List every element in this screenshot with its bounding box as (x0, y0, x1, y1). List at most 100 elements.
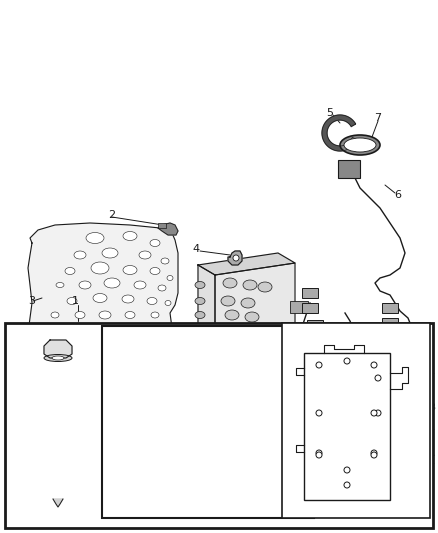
Text: 8: 8 (143, 357, 149, 367)
Ellipse shape (157, 331, 163, 335)
Ellipse shape (195, 337, 205, 344)
Ellipse shape (79, 281, 91, 289)
Text: 6: 6 (395, 190, 402, 200)
Circle shape (344, 482, 350, 488)
Ellipse shape (67, 297, 77, 304)
Ellipse shape (134, 330, 142, 336)
Circle shape (371, 450, 377, 456)
Polygon shape (228, 251, 242, 265)
Circle shape (371, 362, 377, 368)
Ellipse shape (237, 358, 251, 368)
Ellipse shape (151, 312, 159, 318)
Ellipse shape (258, 370, 272, 380)
Bar (302, 303, 318, 313)
Polygon shape (215, 263, 295, 388)
Polygon shape (198, 265, 215, 388)
Text: 2: 2 (108, 210, 115, 220)
Text: ←D→: ←D→ (46, 502, 63, 508)
Text: F: F (429, 374, 434, 383)
Ellipse shape (98, 392, 106, 398)
Ellipse shape (251, 345, 265, 355)
Text: (6X70): (6X70) (251, 429, 286, 439)
Ellipse shape (245, 312, 259, 322)
Circle shape (233, 255, 239, 261)
Ellipse shape (223, 278, 237, 288)
Ellipse shape (195, 297, 205, 304)
Circle shape (344, 467, 350, 473)
Text: F: F (429, 429, 434, 438)
Ellipse shape (138, 381, 145, 385)
Text: 10: 10 (140, 405, 152, 415)
Text: C: C (109, 405, 117, 415)
Text: C: C (282, 364, 288, 373)
Text: 12: 12 (140, 453, 153, 463)
Text: (6X38): (6X38) (251, 453, 286, 463)
Ellipse shape (52, 391, 58, 395)
Ellipse shape (161, 258, 169, 264)
Circle shape (375, 375, 381, 381)
Bar (302, 288, 318, 298)
Text: 7: 7 (374, 113, 381, 123)
Ellipse shape (75, 311, 85, 319)
Ellipse shape (123, 265, 137, 274)
Circle shape (316, 410, 322, 416)
Ellipse shape (102, 248, 118, 258)
Circle shape (344, 358, 350, 364)
Text: A: A (344, 338, 350, 348)
Ellipse shape (241, 298, 255, 308)
Ellipse shape (86, 232, 104, 244)
Ellipse shape (117, 345, 124, 351)
Polygon shape (158, 223, 178, 235)
Ellipse shape (108, 328, 116, 334)
Ellipse shape (155, 381, 161, 385)
Ellipse shape (99, 311, 111, 319)
Ellipse shape (258, 282, 272, 292)
Bar (290, 323, 305, 333)
Circle shape (316, 450, 322, 456)
Ellipse shape (121, 391, 128, 395)
Ellipse shape (167, 276, 173, 280)
Ellipse shape (243, 280, 257, 290)
Text: 9: 9 (143, 381, 149, 391)
Ellipse shape (110, 360, 120, 366)
Ellipse shape (91, 262, 109, 274)
Bar (290, 346, 302, 355)
Circle shape (316, 452, 322, 458)
Text: A: A (429, 448, 435, 457)
Ellipse shape (233, 343, 247, 353)
Polygon shape (44, 340, 72, 358)
Ellipse shape (47, 376, 53, 380)
Bar (282, 323, 430, 518)
Text: (6X75): (6X75) (251, 477, 286, 487)
Polygon shape (215, 376, 295, 395)
Text: 11: 11 (140, 429, 152, 439)
Text: B: B (429, 403, 435, 413)
Text: B: B (344, 505, 350, 515)
Text: NO: NO (138, 333, 155, 343)
Text: F: F (283, 408, 287, 417)
Ellipse shape (228, 326, 242, 336)
Circle shape (316, 362, 322, 368)
Ellipse shape (195, 351, 205, 359)
Text: 1: 1 (71, 296, 78, 306)
Bar (338, 160, 360, 178)
Bar (382, 333, 398, 343)
Ellipse shape (93, 344, 102, 350)
Ellipse shape (93, 294, 107, 303)
Polygon shape (322, 115, 357, 151)
Text: 5: 5 (326, 108, 333, 118)
Text: (D X L): (D X L) (250, 333, 288, 343)
Bar (102, 326, 314, 518)
Ellipse shape (158, 285, 166, 291)
Circle shape (371, 452, 377, 458)
Text: L: L (86, 425, 92, 435)
Text: G: G (109, 477, 117, 487)
Ellipse shape (114, 378, 122, 384)
Ellipse shape (52, 356, 64, 360)
Ellipse shape (248, 328, 262, 338)
Ellipse shape (59, 328, 66, 334)
Ellipse shape (340, 135, 380, 155)
Ellipse shape (68, 376, 76, 382)
Ellipse shape (74, 392, 81, 398)
Ellipse shape (147, 297, 157, 304)
